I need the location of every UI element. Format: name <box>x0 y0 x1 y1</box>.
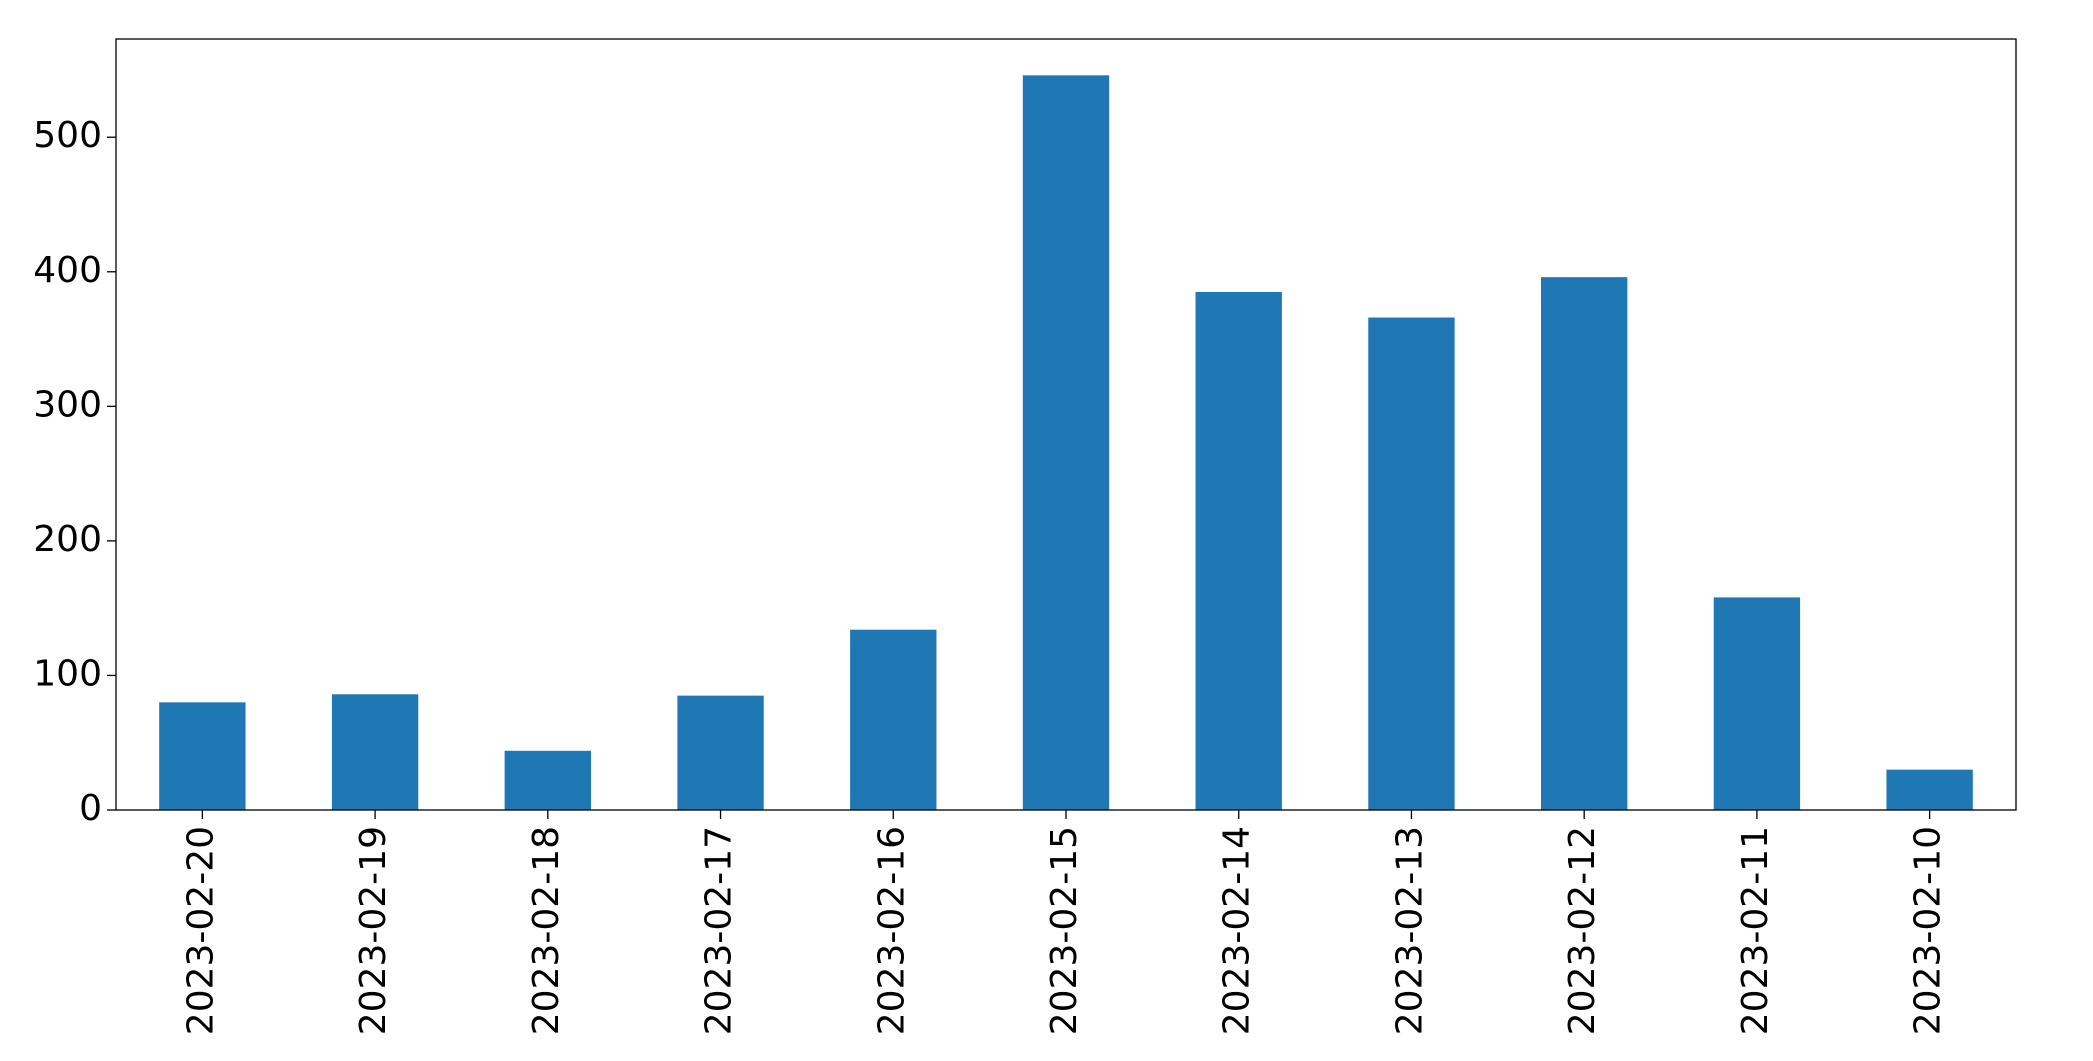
bar <box>504 750 591 810</box>
bar <box>1368 317 1455 810</box>
x-tick-label: 2023-02-11 <box>1735 826 1776 1035</box>
y-tick-label: 0 <box>79 788 102 829</box>
bar <box>677 695 764 810</box>
bar <box>1886 769 1973 810</box>
bar <box>1195 291 1282 810</box>
x-tick-label: 2023-02-18 <box>526 826 567 1035</box>
bar <box>331 694 419 810</box>
bar <box>1713 597 1801 810</box>
x-tick-label: 2023-02-10 <box>1908 826 1949 1035</box>
y-tick-label: 200 <box>33 519 102 560</box>
x-tick-label: 2023-02-17 <box>699 826 740 1035</box>
x-tick-label: 2023-02-15 <box>1044 826 1085 1035</box>
y-tick-label: 100 <box>33 653 102 694</box>
plot-frame <box>115 38 2017 811</box>
bar <box>850 629 937 810</box>
y-tick-label: 400 <box>33 250 102 291</box>
x-tick-label: 2023-02-19 <box>353 826 394 1035</box>
y-tick-label: 300 <box>33 384 102 425</box>
x-tick-label: 2023-02-12 <box>1562 826 1603 1035</box>
bar <box>1022 75 1110 811</box>
x-tick-label: 2023-02-20 <box>180 826 221 1035</box>
bar <box>1541 277 1628 810</box>
x-tick-label: 2023-02-13 <box>1389 826 1430 1035</box>
x-tick-label: 2023-02-14 <box>1217 826 1258 1035</box>
x-tick-label: 2023-02-16 <box>871 826 912 1035</box>
y-tick-label: 500 <box>33 115 102 156</box>
bar <box>159 702 246 810</box>
